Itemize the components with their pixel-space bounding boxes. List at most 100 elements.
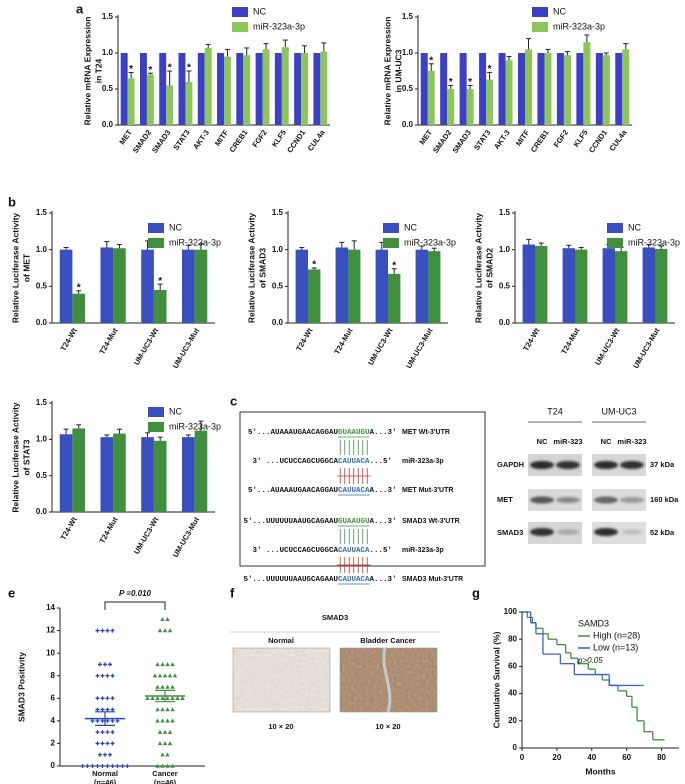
point	[95, 628, 100, 633]
legend-swatch	[232, 7, 248, 17]
point	[160, 616, 165, 621]
point	[157, 729, 163, 734]
point	[155, 707, 160, 712]
y-tick-label: 1.5	[499, 208, 511, 217]
bar	[127, 78, 135, 125]
bar	[388, 273, 401, 323]
point	[100, 673, 105, 678]
x-tick-label: MET	[117, 128, 134, 146]
point	[105, 673, 110, 678]
y-tick-label: 0.5	[36, 281, 48, 290]
y-tick-label: 0.5	[102, 84, 114, 93]
bar	[602, 248, 615, 323]
legend-label: NC	[404, 222, 417, 232]
point	[105, 730, 110, 735]
y-tick-label: 20	[508, 716, 517, 725]
y-tick-label: 1.5	[402, 12, 414, 21]
y-tick-label: 4	[51, 716, 56, 725]
protein-name: GAPDH	[497, 460, 524, 469]
legend-swatch	[532, 7, 548, 17]
x-tick-label: UM-UC3-Mut	[171, 326, 202, 370]
bar	[281, 47, 289, 125]
x-tick-label: UM-UC3-Wt	[366, 326, 395, 367]
band-size: 52 kDa	[650, 528, 675, 537]
tissue-images	[232, 647, 438, 713]
x-tick-label: CCND1	[285, 128, 307, 154]
y-tick-label: 1.0	[272, 245, 284, 254]
point	[175, 695, 180, 700]
point	[157, 673, 163, 678]
y-tick-label: 0.5	[402, 84, 414, 93]
legend-swatch	[383, 223, 399, 233]
point	[165, 616, 170, 621]
point	[105, 741, 110, 746]
point	[95, 696, 100, 701]
legend-swatch	[607, 223, 623, 233]
sequence-label: SMAD3 Mut-3'UTR	[402, 576, 463, 583]
y-axis-label: Relative Luciferase Activity	[10, 213, 20, 324]
bar	[308, 269, 321, 323]
point	[155, 662, 160, 667]
y-tick-label: 1.0	[36, 434, 48, 443]
y-tick-label: 2	[51, 739, 56, 748]
y-tick-label: 0.5	[499, 281, 511, 290]
y-tick-label: 1.0	[402, 48, 414, 57]
legend-label: miR-323a-3p	[169, 421, 221, 431]
point	[95, 741, 100, 746]
sequence-label: miR-323a-3p	[402, 547, 444, 554]
bar	[556, 53, 564, 125]
western-blot	[528, 454, 646, 544]
point	[90, 764, 95, 768]
bar	[575, 249, 588, 323]
x-tick-label: CREB1	[529, 128, 551, 154]
bar	[301, 53, 309, 125]
point	[95, 718, 100, 723]
sequence-part: 5'...AUAAAUGAACAGGAU	[248, 487, 339, 495]
panel-label: f	[230, 585, 235, 600]
x-tick-label: CCND1	[587, 128, 609, 154]
bar	[427, 71, 435, 125]
point	[165, 707, 170, 712]
point	[162, 628, 168, 633]
bar	[178, 53, 186, 125]
bar	[595, 53, 603, 125]
x-tick-label: Normal	[92, 769, 118, 778]
point	[157, 628, 163, 633]
point	[100, 628, 105, 633]
bar	[153, 290, 167, 323]
significance-mark: *	[148, 65, 152, 76]
point	[155, 684, 160, 689]
point	[110, 764, 115, 768]
lane-label: NC	[601, 437, 612, 446]
point	[152, 673, 158, 678]
bar	[535, 246, 548, 323]
legend-label: NC	[553, 6, 566, 16]
bar	[320, 51, 328, 126]
point	[165, 752, 170, 757]
sequence-part: CAUUACA	[338, 458, 370, 466]
x-tick-label: UM-UC3-Wt	[132, 326, 161, 367]
point	[170, 695, 175, 700]
bar	[194, 249, 208, 323]
x-tick-label: STAT3	[171, 128, 191, 152]
bar	[185, 81, 193, 125]
x-tick-note: (n=46)	[94, 778, 117, 784]
y-tick-label: 60	[508, 662, 517, 671]
point	[95, 764, 100, 768]
point	[170, 718, 175, 723]
bar	[642, 247, 655, 323]
sequence-part: A...3'	[370, 429, 397, 437]
point	[100, 718, 105, 723]
bar	[146, 74, 154, 125]
point	[80, 764, 85, 768]
y-axis-label: of SMAD3	[257, 248, 267, 288]
image-caption: Normal	[268, 636, 294, 645]
legend-swatch	[232, 22, 248, 32]
y-axis-label: Relative mRNA Expression	[82, 17, 92, 126]
x-tick-label: T24-Mut	[97, 515, 119, 545]
x-tick-label: SMAD2	[131, 128, 153, 155]
y-tick-label: 0.0	[36, 318, 48, 327]
x-tick-note: (n=46)	[154, 778, 177, 784]
point	[105, 707, 110, 712]
point	[170, 684, 175, 689]
